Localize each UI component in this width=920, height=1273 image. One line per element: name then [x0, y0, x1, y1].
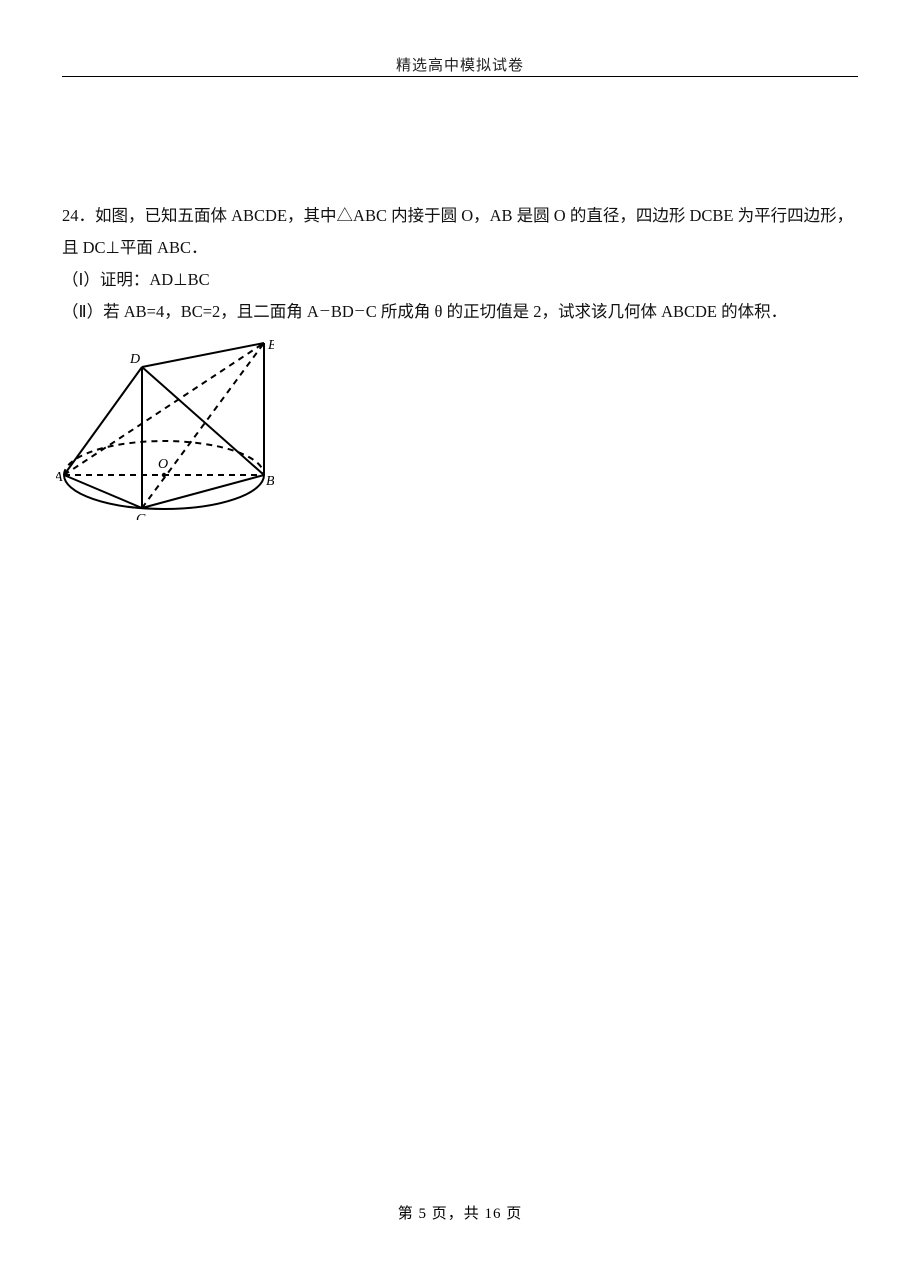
page-footer: 第 5 页，共 16 页	[0, 1202, 920, 1223]
svg-text:O: O	[158, 457, 168, 472]
svg-text:E: E	[267, 338, 274, 353]
header-title: 精选高中模拟试卷	[0, 54, 920, 75]
dash-1: －	[319, 304, 331, 318]
problem-line-2: 且 DC⊥平面 ABC．	[62, 232, 858, 264]
problem-part-1: （Ⅰ）证明：AD⊥BC	[62, 264, 858, 296]
problem-number: 24．	[62, 206, 95, 225]
footer-suffix: 页	[502, 1206, 523, 1222]
geometry-diagram: A B C D E O	[56, 335, 858, 531]
footer-page: 5	[418, 1206, 427, 1222]
triangle-symbol: △	[337, 206, 354, 225]
footer-total: 16	[485, 1206, 502, 1222]
svg-text:D: D	[129, 352, 140, 367]
footer-prefix: 第	[398, 1206, 419, 1222]
part2-c: C 所成角 θ 的正切值是 2，试求该几何体 ABCDE 的体积．	[366, 302, 787, 321]
dash-2: －	[354, 304, 366, 318]
diagram-svg: A B C D E O	[56, 335, 274, 520]
part2-b: BD	[331, 302, 354, 321]
footer-mid: 页，共	[427, 1206, 485, 1222]
problem-line-1: 24．如图，已知五面体 ABCDE，其中△ABC 内接于圆 O，AB 是圆 O …	[62, 200, 858, 232]
svg-text:A: A	[56, 470, 63, 485]
problem-block: 24．如图，已知五面体 ABCDE，其中△ABC 内接于圆 O，AB 是圆 O …	[62, 200, 858, 531]
problem-part-2: （Ⅱ）若 AB=4，BC=2，且二面角 A－BD－C 所成角 θ 的正切值是 2…	[62, 296, 858, 329]
problem-line1-b: ABC 内接于圆 O，AB 是圆 O 的直径，四边形 DCBE 为平行四边形，	[353, 206, 853, 225]
svg-text:C: C	[136, 512, 146, 520]
problem-line1-a: 如图，已知五面体 ABCDE，其中	[95, 206, 337, 225]
page: 精选高中模拟试卷 24．如图，已知五面体 ABCDE，其中△ABC 内接于圆 O…	[0, 0, 920, 1273]
svg-text:B: B	[266, 474, 274, 489]
part2-a: （Ⅱ）若 AB=4，BC=2，且二面角 A	[62, 302, 319, 321]
header-rule	[62, 76, 858, 77]
